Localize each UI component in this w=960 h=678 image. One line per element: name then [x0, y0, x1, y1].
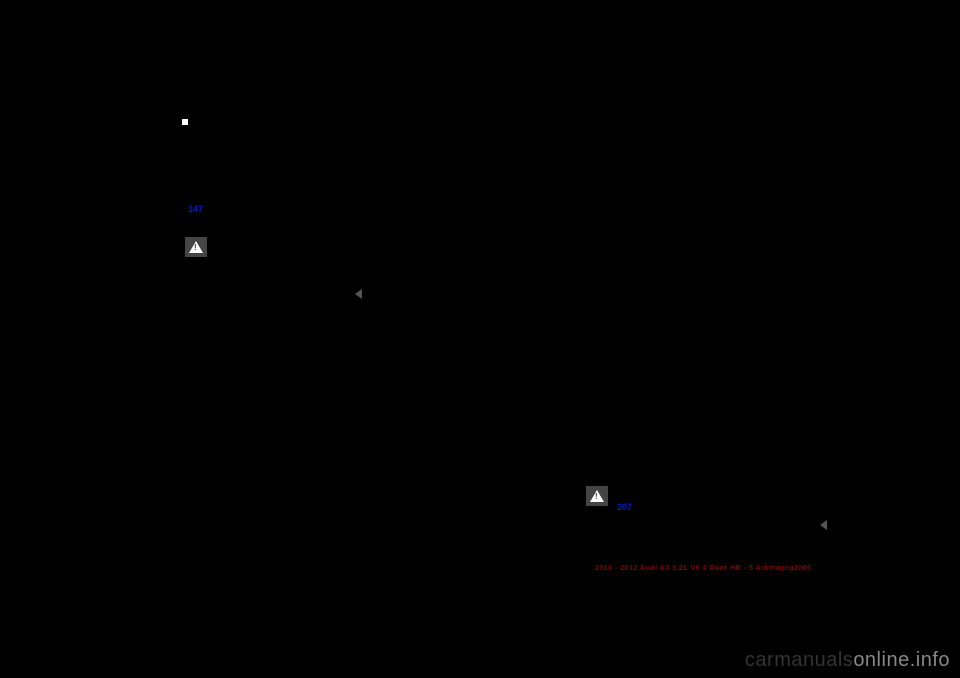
- warning-icon: [586, 486, 608, 506]
- watermark-light: online.info: [853, 649, 950, 671]
- caret-left-icon: [820, 520, 827, 530]
- caret-left-icon: [355, 289, 362, 299]
- warning-icon: [185, 237, 207, 257]
- watermark-dark: carmanuals: [745, 649, 853, 671]
- page-link-207[interactable]: 207: [617, 502, 632, 512]
- page-link-147[interactable]: 147: [188, 204, 203, 214]
- footer-model-text: 2010 - 2012 Audi A3 3.2L V6 4 Door HB - …: [595, 565, 811, 572]
- watermark: carmanualsonline.info: [745, 649, 950, 672]
- bullet-square: [182, 119, 188, 125]
